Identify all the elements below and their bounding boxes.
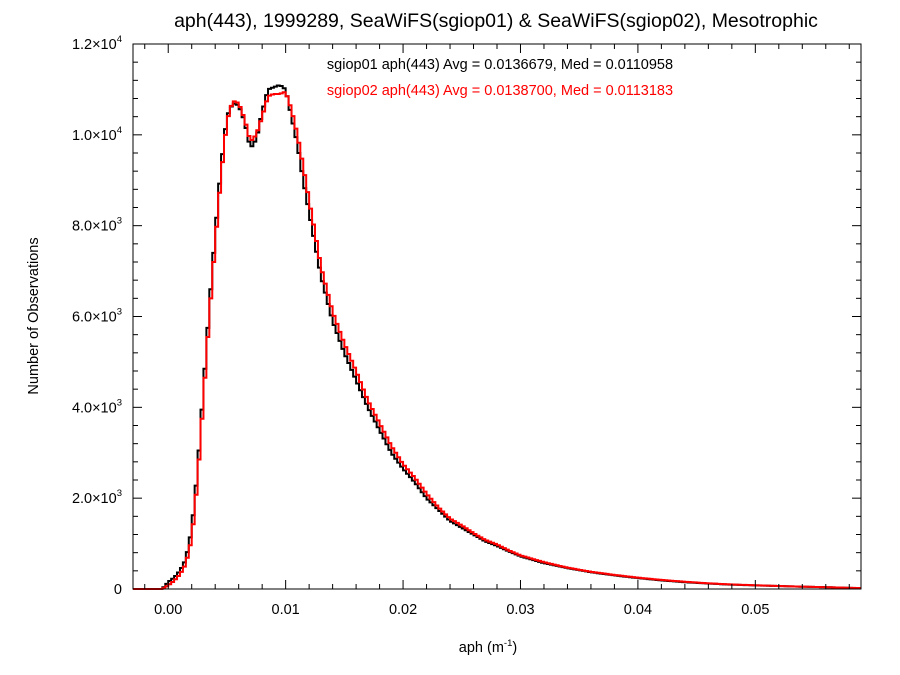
y-tick-exponent: 4 bbox=[117, 34, 122, 45]
y-axis-label: Number of Observations bbox=[26, 237, 42, 394]
x-tick-label: 0.00 bbox=[154, 602, 182, 618]
y-tick-exponent: 3 bbox=[117, 216, 122, 227]
x-tick-label: 0.03 bbox=[506, 602, 534, 618]
sgiop02-stats-annotation: sgiop02 aph(443) Avg = 0.0138700, Med = … bbox=[327, 83, 673, 99]
y-tick-label: 6.0×103 bbox=[72, 307, 122, 326]
x-tick-label: 0.04 bbox=[624, 602, 652, 618]
y-tick-mantissa: 1.0×10 bbox=[72, 128, 117, 144]
x-tick-label: 0.01 bbox=[272, 602, 300, 618]
series-layer bbox=[133, 84, 861, 590]
y-tick-exponent: 3 bbox=[117, 488, 122, 499]
y-tick-label: 0 bbox=[114, 582, 122, 598]
y-tick-mantissa: 8.0×10 bbox=[72, 219, 117, 235]
x-axis-label-sup: -1 bbox=[504, 638, 512, 649]
y-tick-exponent: 4 bbox=[117, 125, 122, 136]
x-tick-label: 0.02 bbox=[389, 602, 417, 618]
x-axis-label-base: aph (m bbox=[459, 640, 504, 656]
y-tick-mantissa: 6.0×10 bbox=[72, 310, 117, 326]
y-tick-label: 1.0×104 bbox=[72, 125, 122, 144]
x-axis-label: aph (m-1) bbox=[459, 638, 517, 656]
y-tick-label: 4.0×103 bbox=[72, 397, 122, 416]
sgiop01-stats-annotation: sgiop01 aph(443) Avg = 0.0136679, Med = … bbox=[327, 57, 673, 73]
y-tick-exponent: 3 bbox=[117, 397, 122, 408]
x-tick-labels: 0.00 0.01 0.02 0.03 0.04 0.05 bbox=[154, 602, 769, 618]
y-tick-label: 1.2×104 bbox=[72, 34, 122, 53]
y-tick-labels: 02.0×1034.0×1036.0×1038.0×1031.0×1041.2×… bbox=[72, 34, 122, 598]
y-tick-mantissa: 1.2×10 bbox=[72, 37, 117, 53]
y-tick-mantissa: 2.0×10 bbox=[72, 491, 117, 507]
x-axis-label-end: ) bbox=[512, 640, 517, 656]
chart-title: aph(443), 1999289, SeaWiFS(sgiop01) & Se… bbox=[174, 10, 818, 32]
axis-ticks bbox=[133, 43, 861, 590]
y-tick-mantissa: 0 bbox=[114, 582, 122, 598]
y-tick-exponent: 3 bbox=[117, 307, 122, 318]
y-tick-mantissa: 4.0×10 bbox=[72, 400, 117, 416]
y-tick-label: 2.0×103 bbox=[72, 488, 122, 507]
x-tick-label: 0.05 bbox=[741, 602, 769, 618]
y-tick-label: 8.0×103 bbox=[72, 216, 122, 235]
histogram-series-2 bbox=[133, 91, 861, 590]
